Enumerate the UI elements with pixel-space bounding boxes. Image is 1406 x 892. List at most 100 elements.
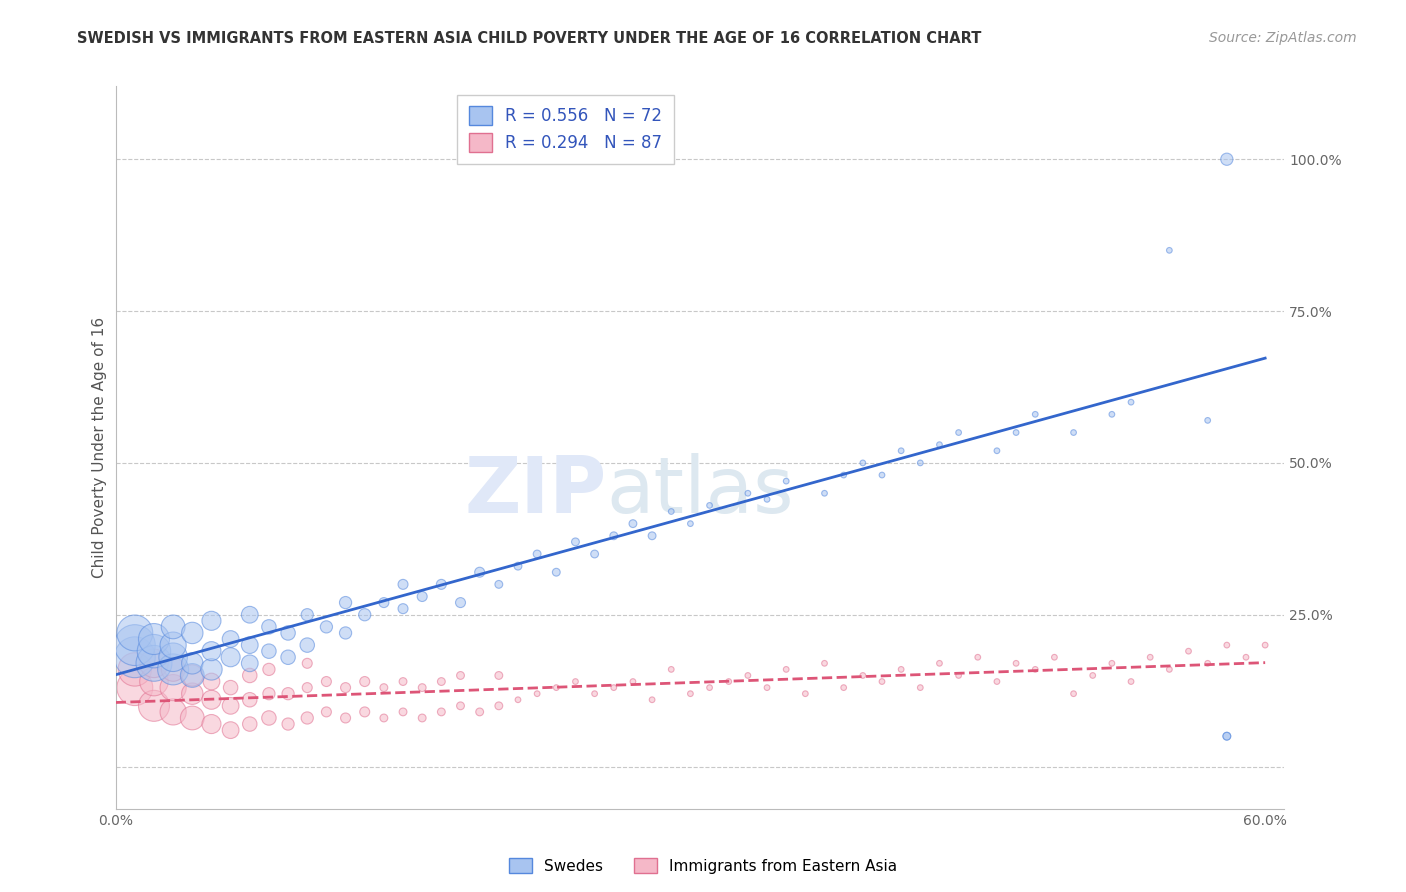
Point bbox=[506, 692, 529, 706]
Point bbox=[583, 687, 606, 701]
Text: ZIP: ZIP bbox=[464, 453, 606, 529]
Point bbox=[181, 687, 204, 701]
Point bbox=[1177, 644, 1199, 658]
Point bbox=[1216, 638, 1239, 652]
Point bbox=[353, 607, 375, 622]
Point bbox=[583, 547, 606, 561]
Point bbox=[488, 668, 510, 682]
Point bbox=[1101, 407, 1123, 421]
Point bbox=[526, 687, 548, 701]
Point bbox=[373, 596, 395, 610]
Point bbox=[257, 662, 280, 676]
Point bbox=[775, 662, 797, 676]
Point bbox=[277, 717, 299, 731]
Point bbox=[162, 650, 184, 665]
Point bbox=[546, 681, 568, 695]
Point bbox=[1081, 668, 1104, 682]
Point bbox=[659, 662, 682, 676]
Point bbox=[468, 705, 491, 719]
Point bbox=[335, 596, 357, 610]
Point bbox=[641, 692, 664, 706]
Point bbox=[488, 698, 510, 713]
Point bbox=[239, 638, 262, 652]
Point bbox=[1139, 650, 1161, 665]
Point bbox=[239, 692, 262, 706]
Point bbox=[239, 717, 262, 731]
Point bbox=[143, 657, 166, 671]
Point bbox=[928, 438, 950, 452]
Point bbox=[488, 577, 510, 591]
Point bbox=[737, 668, 759, 682]
Point bbox=[315, 674, 337, 689]
Point bbox=[775, 474, 797, 488]
Point bbox=[1005, 657, 1028, 671]
Point bbox=[603, 681, 626, 695]
Point bbox=[450, 668, 472, 682]
Point bbox=[1159, 244, 1181, 258]
Y-axis label: Child Poverty Under the Age of 16: Child Poverty Under the Age of 16 bbox=[93, 318, 107, 578]
Point bbox=[143, 674, 166, 689]
Point bbox=[468, 566, 491, 580]
Point bbox=[219, 632, 242, 646]
Point bbox=[1119, 395, 1142, 409]
Point bbox=[948, 668, 970, 682]
Point bbox=[1197, 413, 1219, 427]
Text: Source: ZipAtlas.com: Source: ZipAtlas.com bbox=[1209, 31, 1357, 45]
Point bbox=[870, 468, 893, 483]
Point bbox=[966, 650, 988, 665]
Point bbox=[200, 717, 222, 731]
Point bbox=[181, 668, 204, 682]
Point bbox=[277, 687, 299, 701]
Text: SWEDISH VS IMMIGRANTS FROM EASTERN ASIA CHILD POVERTY UNDER THE AGE OF 16 CORREL: SWEDISH VS IMMIGRANTS FROM EASTERN ASIA … bbox=[77, 31, 981, 46]
Point bbox=[181, 668, 204, 682]
Point bbox=[124, 638, 146, 652]
Point bbox=[297, 638, 319, 652]
Point bbox=[813, 657, 835, 671]
Point bbox=[430, 577, 453, 591]
Point bbox=[143, 632, 166, 646]
Point bbox=[641, 529, 664, 543]
Point bbox=[450, 596, 472, 610]
Point bbox=[564, 534, 586, 549]
Point bbox=[986, 674, 1008, 689]
Point bbox=[603, 529, 626, 543]
Point bbox=[297, 681, 319, 695]
Point bbox=[335, 681, 357, 695]
Point bbox=[1043, 650, 1066, 665]
Point bbox=[621, 516, 644, 531]
Point bbox=[257, 687, 280, 701]
Legend: Swedes, Immigrants from Eastern Asia: Swedes, Immigrants from Eastern Asia bbox=[503, 852, 903, 880]
Point bbox=[852, 668, 875, 682]
Point bbox=[219, 698, 242, 713]
Point bbox=[679, 687, 702, 701]
Point bbox=[143, 644, 166, 658]
Point bbox=[219, 681, 242, 695]
Point bbox=[124, 681, 146, 695]
Point bbox=[315, 620, 337, 634]
Point bbox=[506, 559, 529, 574]
Point bbox=[124, 650, 146, 665]
Point bbox=[257, 620, 280, 634]
Point bbox=[1216, 729, 1239, 743]
Point bbox=[200, 662, 222, 676]
Point bbox=[219, 723, 242, 738]
Point bbox=[1119, 674, 1142, 689]
Point bbox=[1216, 153, 1239, 167]
Point bbox=[239, 607, 262, 622]
Point bbox=[679, 516, 702, 531]
Point bbox=[1197, 657, 1219, 671]
Point bbox=[392, 577, 415, 591]
Point bbox=[335, 711, 357, 725]
Point bbox=[181, 657, 204, 671]
Point bbox=[297, 657, 319, 671]
Point bbox=[200, 644, 222, 658]
Point bbox=[450, 698, 472, 713]
Point bbox=[392, 674, 415, 689]
Point bbox=[948, 425, 970, 440]
Point bbox=[200, 614, 222, 628]
Point bbox=[1063, 687, 1085, 701]
Point bbox=[162, 620, 184, 634]
Point bbox=[257, 644, 280, 658]
Point bbox=[315, 705, 337, 719]
Point bbox=[756, 492, 779, 507]
